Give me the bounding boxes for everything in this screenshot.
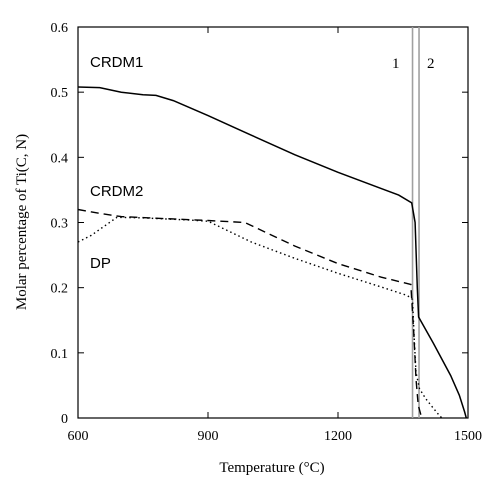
series-label-crdm2: CRDM2 xyxy=(90,183,143,200)
y-tick-label: 0.4 xyxy=(51,151,69,166)
y-tick-label: 0.6 xyxy=(51,21,69,36)
series-line-crdm2 xyxy=(77,208,424,419)
plot-border xyxy=(77,26,469,419)
y-axis-title: Molar percentage of Ti(C, N) xyxy=(14,134,30,310)
series-line-crdm1 xyxy=(77,86,468,419)
x-tick-label: 600 xyxy=(68,429,89,444)
x-tick-label: 900 xyxy=(198,429,219,444)
axis-ticks xyxy=(77,26,469,419)
y-tick-label: 0.3 xyxy=(51,217,69,232)
y-tick-label: 0.2 xyxy=(51,282,69,297)
region-label-1: 1 xyxy=(392,56,400,72)
x-axis-title: Temperature (°C) xyxy=(219,460,324,476)
y-tick-label: 0.1 xyxy=(51,347,69,362)
series-label-dp: DP xyxy=(90,255,111,272)
vertical-reference-lines xyxy=(411,27,420,418)
y-tick-label: 0.5 xyxy=(51,86,69,101)
series-label-crdm1: CRDM1 xyxy=(90,54,143,71)
x-tick-label: 1500 xyxy=(454,429,482,444)
series-line-dp xyxy=(77,216,443,419)
y-tick-label: 0 xyxy=(61,412,68,427)
x-tick-label: 1200 xyxy=(324,429,352,444)
plot-frame xyxy=(77,26,469,419)
series-layer xyxy=(77,86,468,419)
region-label-2: 2 xyxy=(427,56,435,72)
